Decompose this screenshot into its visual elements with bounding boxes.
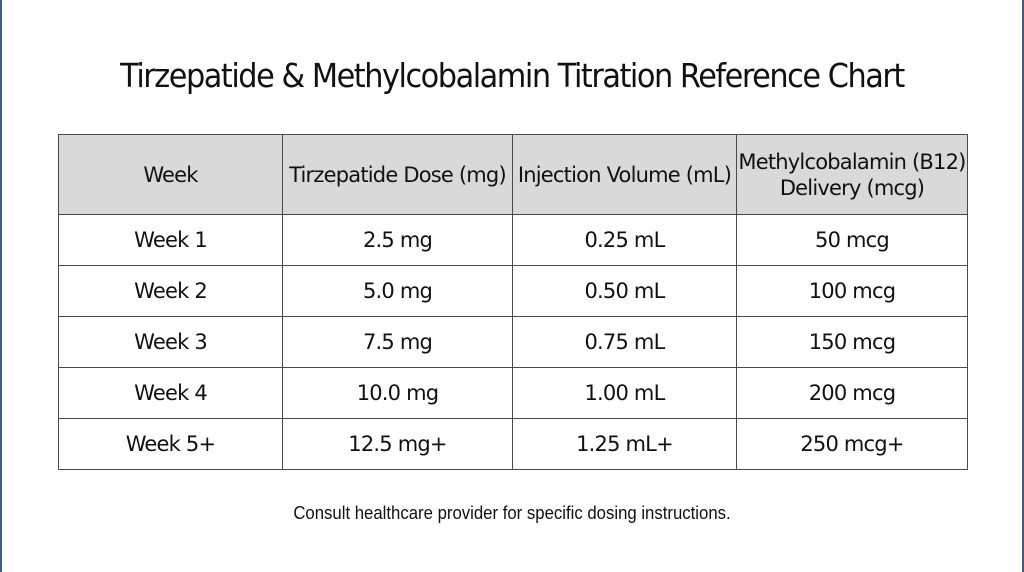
header-injection-volume: Injection Volume (mL): [512, 134, 737, 215]
cell-dose: 12.5 mg+: [282, 418, 513, 470]
cell-week: Week 5+: [58, 418, 283, 470]
table-row: Week 4 10.0 mg 1.00 mL 200 mcg: [58, 367, 968, 419]
table-row: Week 2 5.0 mg 0.50 mL 100 mcg: [58, 265, 968, 317]
header-week: Week: [58, 134, 283, 215]
right-edge-accent: [1022, 0, 1024, 572]
cell-week: Week 1: [58, 214, 283, 266]
titration-table: Week Tirzepatide Dose (mg) Injection Vol…: [58, 134, 968, 470]
table-row: Week 3 7.5 mg 0.75 mL 150 mcg: [58, 316, 968, 368]
table-row: Week 5+ 12.5 mg+ 1.25 mL+ 250 mcg+: [58, 418, 968, 470]
cell-volume: 1.25 mL+: [512, 418, 737, 470]
cell-volume: 1.00 mL: [512, 367, 737, 419]
table-header-row: Week Tirzepatide Dose (mg) Injection Vol…: [58, 134, 968, 215]
cell-b12: 250 mcg+: [736, 418, 968, 470]
cell-dose: 2.5 mg: [282, 214, 513, 266]
left-edge-accent: [0, 0, 2, 572]
cell-week: Week 2: [58, 265, 283, 317]
disclaimer-footnote: Consult healthcare provider for specific…: [293, 503, 731, 523]
cell-week: Week 4: [58, 367, 283, 419]
cell-b12: 200 mcg: [736, 367, 968, 419]
cell-b12: 50 mcg: [736, 214, 968, 266]
chart-title: Tirzepatide & Methylcobalamin Titration …: [120, 56, 905, 95]
cell-volume: 0.50 mL: [512, 265, 737, 317]
cell-dose: 5.0 mg: [282, 265, 513, 317]
header-tirzepatide-dose: Tirzepatide Dose (mg): [282, 134, 513, 215]
cell-b12: 100 mcg: [736, 265, 968, 317]
cell-volume: 0.75 mL: [512, 316, 737, 368]
cell-dose: 7.5 mg: [282, 316, 513, 368]
cell-volume: 0.25 mL: [512, 214, 737, 266]
cell-b12: 150 mcg: [736, 316, 968, 368]
cell-dose: 10.0 mg: [282, 367, 513, 419]
header-b12-delivery: Methylcobalamin (B12) Delivery (mcg): [736, 134, 968, 215]
cell-week: Week 3: [58, 316, 283, 368]
table-row: Week 1 2.5 mg 0.25 mL 50 mcg: [58, 214, 968, 266]
